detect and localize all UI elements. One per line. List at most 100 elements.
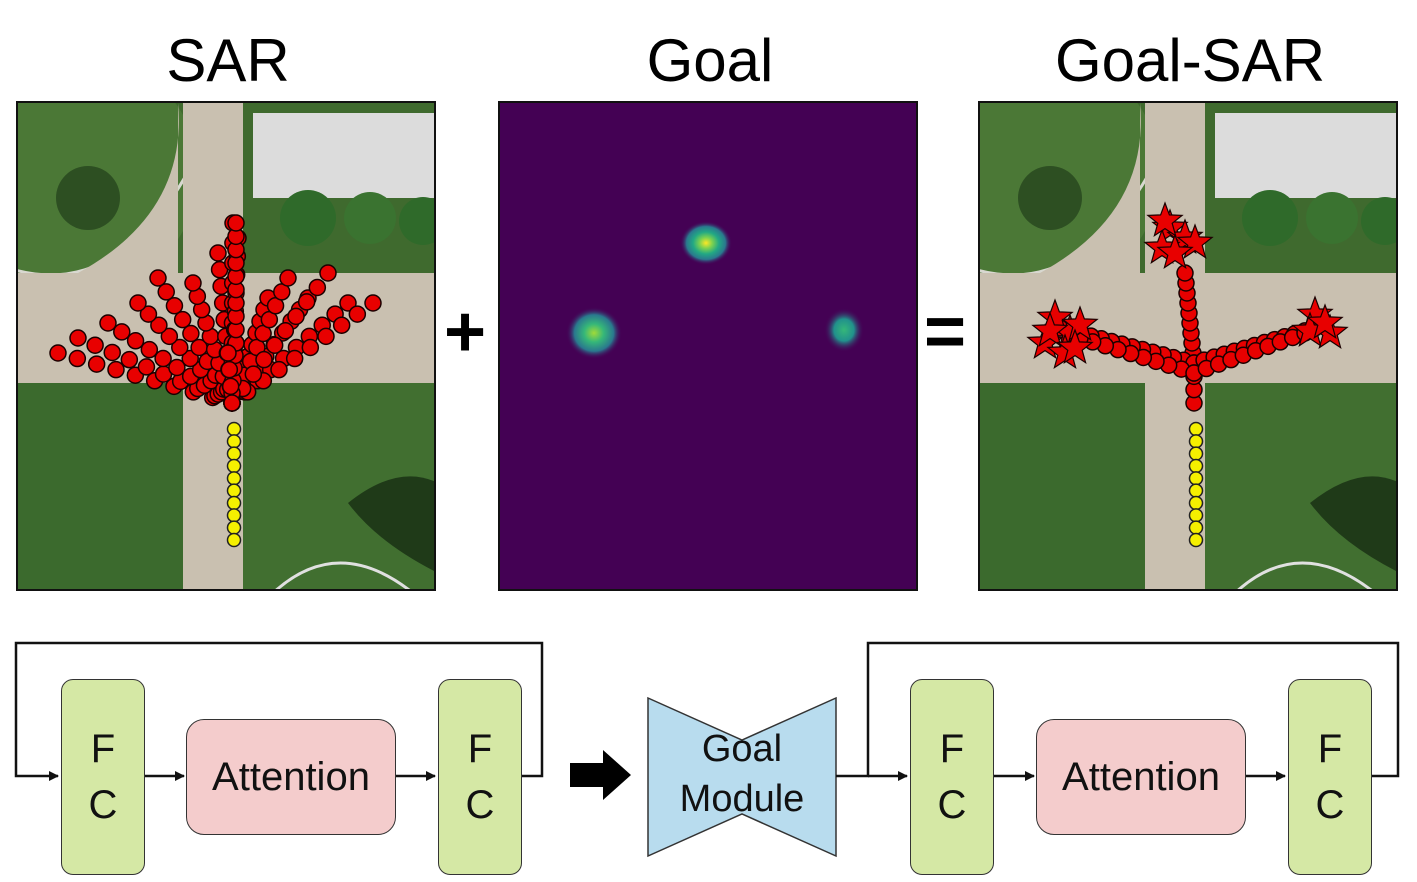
prediction-point: [173, 310, 192, 329]
prediction-point: [223, 394, 241, 412]
history-point: [226, 471, 242, 486]
history-point: [226, 434, 242, 449]
left-fc-block-2: F C: [438, 679, 522, 875]
goal-sar-history-points: [1188, 421, 1204, 548]
prediction-point: [227, 214, 245, 232]
prediction-point: [157, 283, 175, 301]
prediction-point: [171, 338, 189, 357]
equals-operator: =: [924, 292, 967, 372]
prediction-point: [137, 358, 156, 376]
fc-letter-c: C: [937, 783, 967, 827]
prediction-point: [68, 349, 87, 368]
history-point: [226, 458, 242, 474]
prediction-point: [276, 322, 295, 340]
plus-operator: +: [444, 292, 487, 372]
right-fc-block-2: F C: [1288, 679, 1372, 875]
fc-letter-f: F: [939, 727, 965, 771]
endpoint-star: [1306, 303, 1344, 339]
goal-peak-top: [680, 221, 732, 265]
prediction-point: [129, 294, 147, 312]
prediction-point: [220, 360, 239, 379]
goal-module-line2: Module: [679, 778, 805, 820]
prediction-point: [287, 307, 305, 326]
endpoint-star: [1146, 201, 1184, 237]
prediction-point: [149, 269, 167, 287]
history-point: [1188, 446, 1204, 461]
goal-sar-predicted-trajectories: [1051, 264, 1334, 412]
prediction-point: [107, 360, 125, 379]
prediction-point: [209, 244, 227, 262]
goal-heatmap: [500, 103, 916, 589]
prediction-point: [297, 293, 316, 311]
history-point: [1188, 520, 1204, 535]
prediction-point: [308, 278, 327, 297]
prediction-point: [140, 340, 159, 359]
endpoint-star: [1156, 233, 1194, 269]
goal-title: Goal: [646, 27, 774, 94]
prediction-point: [219, 344, 237, 362]
prediction-point: [319, 264, 337, 282]
prediction-point: [113, 323, 131, 341]
history-point: [226, 520, 242, 535]
prediction-point: [332, 316, 351, 334]
history-point: [1188, 434, 1204, 449]
prediction-point: [364, 294, 382, 312]
endpoint-star: [1061, 305, 1099, 341]
right-fc-block-1: F C: [910, 679, 994, 875]
sar-panel: [16, 101, 436, 591]
prediction-point: [244, 365, 263, 383]
fc-letter-c: C: [88, 783, 118, 827]
prediction-point: [221, 377, 240, 396]
prediction-point: [184, 274, 202, 292]
left-fc-block-1: F C: [61, 679, 145, 875]
history-point: [226, 483, 242, 498]
prediction-point: [301, 338, 320, 357]
history-point: [1188, 458, 1204, 474]
sar-history-points: [226, 421, 242, 548]
fc-letter-f: F: [90, 727, 116, 771]
prediction-point: [139, 305, 158, 323]
fc-letter-f: F: [1317, 727, 1343, 771]
sar-predicted-trajectories: [49, 214, 382, 412]
goal-module-line1: Goal: [701, 728, 783, 770]
prediction-point: [87, 355, 106, 373]
prediction-point: [86, 336, 104, 354]
prediction-point: [279, 269, 297, 287]
prediction-point: [317, 327, 335, 346]
history-point: [226, 495, 242, 511]
goal-heatmap-panel: [498, 101, 918, 591]
right-attention-block: Attention: [1036, 719, 1246, 835]
goal-sar-panel: [978, 101, 1398, 591]
prediction-point: [168, 358, 186, 377]
fc-letter-c: C: [465, 783, 495, 827]
history-point: [1188, 483, 1204, 498]
history-point: [226, 508, 242, 523]
prediction-point: [154, 349, 172, 368]
endpoint-star: [1176, 223, 1214, 259]
goal-sar-title: Goal-SAR: [1054, 27, 1326, 94]
prediction-point: [69, 329, 87, 347]
prediction-point: [99, 314, 117, 332]
stage-transition-arrow: [570, 750, 631, 800]
prediction-point: [285, 349, 304, 368]
prediction-point: [339, 294, 357, 312]
endpoint-star: [1031, 311, 1069, 347]
history-point: [226, 446, 242, 461]
goal-peak-right: [824, 308, 864, 352]
prediction-point: [255, 350, 273, 369]
history-point: [226, 421, 242, 437]
history-point: [1188, 495, 1204, 511]
prediction-point: [126, 332, 145, 350]
prediction-point: [265, 336, 284, 354]
prediction-point: [348, 305, 367, 323]
fc-letter-f: F: [467, 727, 493, 771]
goal-sar-predicted-endpoints: [1026, 201, 1349, 369]
history-point: [1188, 471, 1204, 486]
sar-scene: [18, 103, 434, 589]
endpoint-star: [1056, 328, 1094, 364]
sar-title: SAR: [166, 27, 290, 94]
goal-module-label: Goal Module: [648, 724, 836, 824]
prediction-point: [165, 297, 184, 315]
prediction-point: [160, 327, 179, 346]
prediction-point: [150, 316, 168, 334]
